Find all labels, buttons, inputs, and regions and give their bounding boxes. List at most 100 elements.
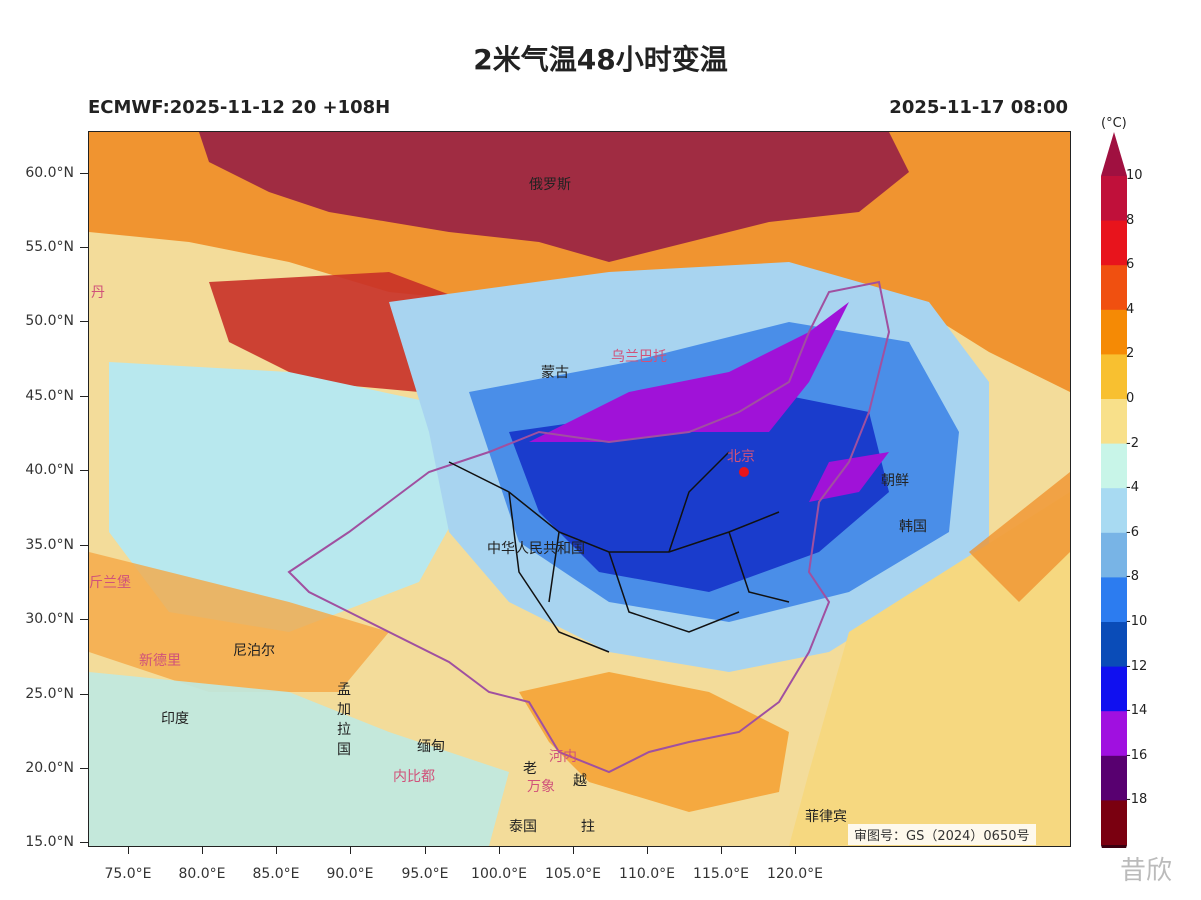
map-review-number: 审图号：GS（2024）0650号: [848, 824, 1036, 845]
label-mongolia: 蒙古: [541, 365, 569, 381]
temperature-colorbar: [1101, 132, 1127, 848]
lat-label-35: 35.0°N: [25, 537, 74, 553]
colorbar-label: 6: [1126, 257, 1135, 273]
map-canvas: [89, 132, 1070, 846]
lon-tick: [276, 846, 277, 854]
lon-tick: [721, 846, 722, 854]
watermark: 昔欣: [1120, 856, 1173, 886]
lat-tick: [80, 470, 88, 471]
label-myanmar: 缅甸: [417, 739, 445, 755]
east-warm-patch: [969, 472, 1070, 602]
lon-tick: [425, 846, 426, 854]
colorbar-top-arrow: [1101, 132, 1127, 176]
colorbar-segment: [1101, 622, 1127, 668]
colorbar-segment: [1101, 443, 1127, 489]
south-west-cyan: [89, 672, 509, 846]
lon-label-90: 90.0°E: [326, 866, 374, 882]
label-dan: 丹: [91, 285, 105, 301]
lat-label-55: 55.0°N: [25, 239, 74, 255]
colorbar-segment: [1101, 488, 1127, 534]
colorbar-label: -8: [1126, 569, 1139, 585]
colorbar-label: 0: [1126, 391, 1135, 406]
label-china: 中华人民共和国: [487, 541, 585, 557]
colorbar-label: -4: [1126, 480, 1139, 496]
colorbar-segment: [1101, 800, 1127, 846]
purple-max-cooling: [529, 302, 849, 442]
lon-label-110: 110.0°E: [619, 866, 675, 882]
lon-label-85: 85.0°E: [252, 866, 300, 882]
colorbar-segment: [1101, 666, 1127, 712]
colorbar-segment: [1101, 755, 1127, 801]
label-nepal: 尼泊尔: [233, 643, 275, 659]
label-cambodia: 拄: [581, 819, 595, 835]
colorbar-label: -6: [1126, 524, 1139, 540]
lat-tick: [80, 173, 88, 174]
colorbar-label: -18: [1126, 792, 1148, 808]
lat-tick: [80, 247, 88, 248]
colorbar-label: 2: [1126, 346, 1135, 362]
label-hanoi: 河内: [549, 749, 577, 765]
colorbar-label: 4: [1126, 301, 1135, 317]
colorbar-segment: [1101, 399, 1127, 445]
colorbar-label: -10: [1126, 614, 1148, 629]
lon-tick: [573, 846, 574, 854]
lat-tick: [80, 694, 88, 695]
colorbar-segment: [1101, 265, 1127, 311]
lat-tick: [80, 396, 88, 397]
colorbar-segment: [1101, 309, 1127, 355]
russia-warm-block: [199, 132, 909, 262]
label-bangladesh: 孟加拉国: [337, 682, 351, 758]
lat-label-60: 60.0°N: [25, 165, 74, 181]
lon-label-100: 100.0°E: [471, 866, 527, 882]
tibet-warm-stripe: [89, 552, 389, 692]
label-laos: 老: [523, 761, 537, 777]
colorbar-segment: [1101, 577, 1127, 623]
label-india: 印度: [161, 711, 189, 727]
label-russia: 俄罗斯: [529, 177, 571, 193]
label-xinlanbao: 斤兰堡: [89, 575, 131, 591]
lon-label-75: 75.0°E: [104, 866, 152, 882]
china-national-border: [287, 280, 891, 774]
temperature-change-map: 俄罗斯 蒙古 乌兰巴托 北京 中华人民共和国 朝鲜 韩国 尼泊尔 孟加拉国 印度…: [88, 131, 1071, 847]
label-north-korea: 朝鲜: [881, 473, 909, 489]
lon-label-115: 115.0°E: [693, 866, 749, 882]
lat-label-50: 50.0°N: [25, 313, 74, 329]
label-ulaanbaatar: 乌兰巴托: [611, 349, 667, 365]
lon-label-120: 120.0°E: [767, 866, 823, 882]
beijing-marker: [739, 467, 749, 477]
lat-label-45: 45.0°N: [25, 388, 74, 404]
lon-tick: [128, 846, 129, 854]
colorbar-label: -2: [1126, 435, 1139, 451]
colorbar-label: -12: [1126, 658, 1148, 674]
label-philippines: 菲律宾: [805, 809, 847, 825]
colorbar-label: -16: [1126, 747, 1148, 763]
colorbar-unit: (°C): [1101, 116, 1127, 131]
colorbar-bottom-arrow: [1101, 845, 1127, 848]
lon-tick: [647, 846, 648, 854]
lat-label-30: 30.0°N: [25, 611, 74, 627]
lon-label-105: 105.0°E: [545, 866, 601, 882]
lon-label-80: 80.0°E: [178, 866, 226, 882]
lat-tick: [80, 842, 88, 843]
lat-label-25: 25.0°N: [25, 686, 74, 702]
colorbar-label: -14: [1126, 703, 1148, 719]
colorbar-segment: [1101, 176, 1127, 222]
lat-tick: [80, 619, 88, 620]
cyan-west: [109, 362, 469, 632]
lat-tick: [80, 545, 88, 546]
colorbar-label: 8: [1126, 212, 1135, 228]
lon-tick: [499, 846, 500, 854]
province-borders: [448, 451, 790, 653]
label-beijing: 北京: [727, 449, 755, 465]
lat-label-20: 20.0°N: [25, 760, 74, 776]
label-thailand: 泰国: [509, 819, 537, 835]
lat-label-15: 15.0°N: [25, 834, 74, 850]
south-warm-area: [519, 672, 789, 812]
lon-tick: [795, 846, 796, 854]
label-vientiane: 万象: [527, 779, 555, 795]
lon-tick: [202, 846, 203, 854]
colorbar-label: 10: [1126, 168, 1143, 183]
colorbar-segment: [1101, 354, 1127, 400]
colorbar-segment: [1101, 532, 1127, 578]
label-new-delhi: 新德里: [139, 653, 181, 669]
